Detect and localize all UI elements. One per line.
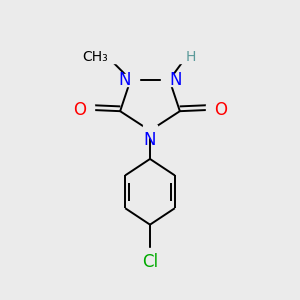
Bar (96, 52, 120, 63)
Bar (178, 52, 194, 63)
Text: CH₃: CH₃ (82, 50, 108, 64)
Text: Cl: Cl (142, 253, 158, 271)
Bar (142, 248, 158, 258)
Bar (206, 104, 222, 116)
Text: O: O (73, 101, 86, 119)
Text: H: H (186, 50, 196, 64)
Text: N: N (144, 130, 156, 148)
Text: N: N (169, 71, 182, 89)
Bar (161, 74, 178, 86)
Bar (78, 104, 94, 116)
Text: O: O (214, 101, 227, 119)
Text: N: N (118, 71, 130, 89)
Bar (143, 124, 157, 136)
Bar (122, 74, 139, 86)
